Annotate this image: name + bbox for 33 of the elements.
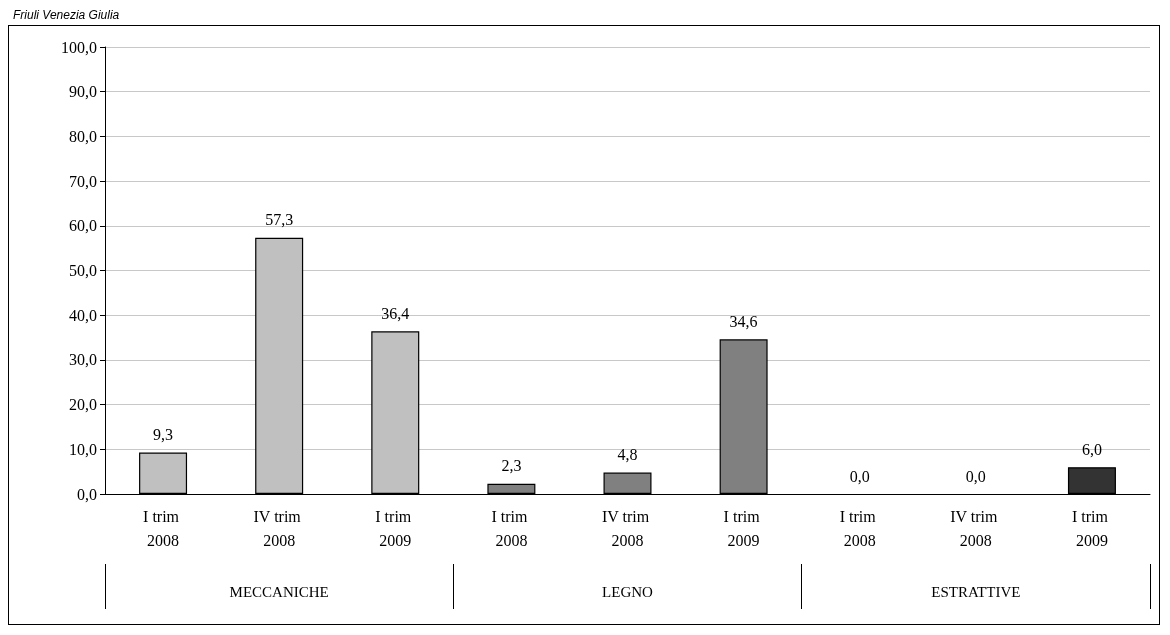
x-tick-label: IV trim 2008 <box>253 507 305 549</box>
y-tick-label: 10,0 <box>69 440 97 458</box>
x-tick-label: I trim 2008 <box>143 507 184 549</box>
data-label: 57,3 <box>265 211 294 229</box>
data-label: 2,3 <box>501 457 522 475</box>
y-tick-label: 90,0 <box>69 83 97 101</box>
x-tick-label: IV trim 2008 <box>601 507 654 549</box>
y-tick-label: 100,0 <box>61 38 97 56</box>
x-tick-label: I trim 2009 <box>723 507 764 549</box>
data-label: 4,8 <box>617 446 638 464</box>
y-tick-label: 0,0 <box>77 485 97 503</box>
data-label: 9,3 <box>153 425 174 443</box>
data-label: 36,4 <box>381 304 410 322</box>
y-tick-label: 60,0 <box>69 217 97 235</box>
data-label: 0,0 <box>849 467 870 485</box>
y-tick-label: 50,0 <box>69 262 97 279</box>
data-label: 6,0 <box>1081 440 1102 458</box>
x-tick-label: I trim 2009 <box>1071 507 1112 549</box>
data-label: 0,0 <box>965 467 986 485</box>
x-tick-label: I trim 2008 <box>839 507 880 549</box>
y-tick-label: 70,0 <box>69 172 97 190</box>
x-tick-label: I trim 2009 <box>375 507 416 549</box>
y-tick-label: 20,0 <box>69 396 97 414</box>
text: MECCANICHE <box>229 583 329 600</box>
x-tick-label: I trim 2008 <box>491 507 532 549</box>
y-tick-label: 30,0 <box>69 351 97 369</box>
text: ESTRATTIVE <box>931 583 1021 600</box>
chart-title: Friuli Venezia Giulia <box>13 8 120 22</box>
data-label: 34,6 <box>729 312 758 330</box>
text: LEGNO <box>602 583 654 600</box>
y-tick-label: 40,0 <box>69 306 97 324</box>
y-tick-label: 80,0 <box>69 127 97 145</box>
x-tick-label: IV trim 2008 <box>950 507 1002 549</box>
